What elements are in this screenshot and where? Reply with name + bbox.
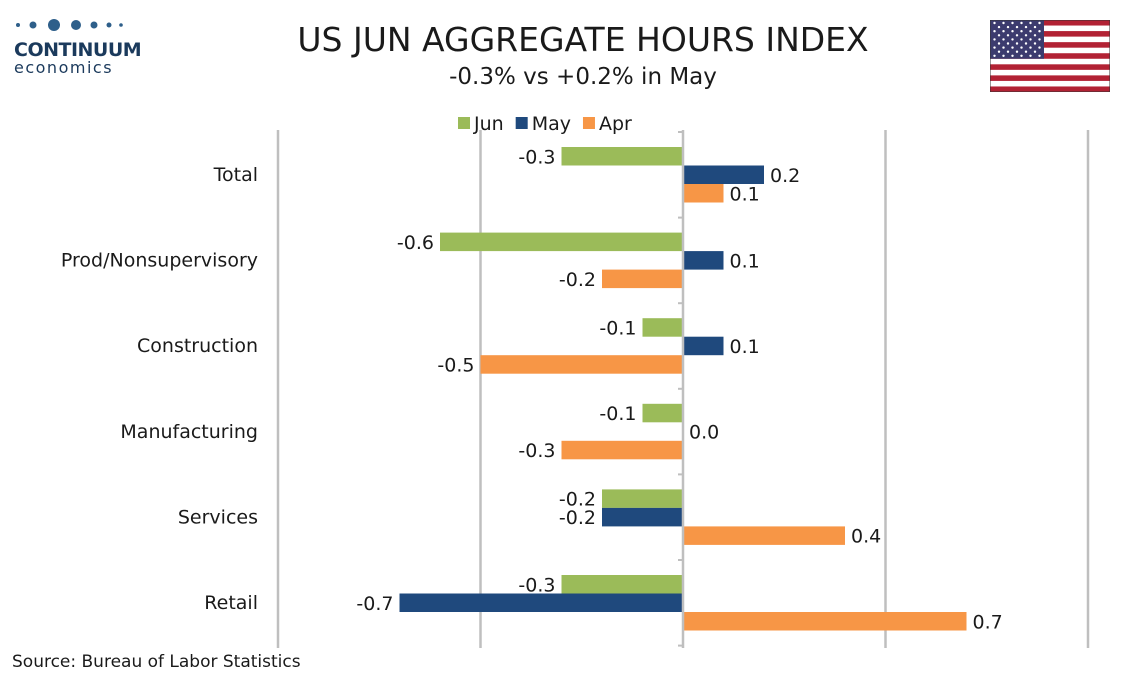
bar-apr — [561, 440, 683, 460]
bar-jun — [642, 403, 683, 423]
legend-label-jun: Jun — [473, 113, 504, 135]
data-label-apr: -0.3 — [518, 440, 555, 462]
us-flag-icon — [990, 20, 1110, 92]
data-label-may: 0.2 — [770, 165, 800, 187]
data-label-jun: -0.3 — [518, 146, 555, 168]
data-label-apr: -0.5 — [437, 354, 474, 376]
continuum-logo: CONTINUUM economics — [14, 14, 142, 77]
data-label-jun: -0.1 — [599, 403, 636, 425]
bar-jun — [602, 489, 683, 508]
legend-label-apr: Apr — [599, 113, 632, 135]
data-label-apr: -0.2 — [559, 269, 596, 291]
bar-apr — [602, 269, 683, 289]
bar-may — [399, 593, 683, 612]
data-label-may: 0.0 — [689, 422, 719, 444]
data-label-may: 0.1 — [730, 336, 760, 358]
bar-jun — [642, 318, 683, 337]
bar-jun — [561, 575, 683, 594]
bar-apr — [683, 184, 724, 203]
bar-chart: Jun May Apr Total -0.3 0.2 0.1 Prod/Nonsupervis… — [61, 113, 1090, 648]
data-label-apr: 0.4 — [851, 526, 881, 548]
legend-swatch-may — [515, 117, 528, 129]
data-label-apr: 0.1 — [730, 183, 760, 205]
data-label-apr: 0.7 — [973, 611, 1003, 633]
logo-dots-icon — [16, 19, 123, 31]
legend-swatch-jun — [458, 117, 470, 129]
bar-jun — [561, 147, 683, 166]
bar-may — [683, 165, 764, 184]
bar-apr — [683, 526, 845, 545]
page-title: US JUN AGGREGATE HOURS INDEX — [297, 20, 869, 59]
data-label-may: 0.1 — [730, 250, 760, 272]
bar-may — [602, 507, 683, 527]
legend-swatch-apr — [582, 117, 595, 129]
data-label-jun: -0.1 — [599, 317, 636, 339]
category-label: Retail — [204, 592, 258, 614]
data-label-may: -0.7 — [356, 593, 393, 615]
category-label: Manufacturing — [120, 421, 258, 443]
bar-apr — [480, 355, 683, 374]
category-label: Prod/Nonsupervisory — [61, 250, 258, 272]
bar-apr — [683, 612, 967, 631]
data-label-may: -0.2 — [559, 507, 596, 529]
category-label: Services — [178, 506, 258, 528]
logo-name: CONTINUUM — [14, 39, 142, 61]
data-label-jun: -0.3 — [518, 574, 555, 596]
legend-label-may: May — [532, 113, 571, 135]
category-label: Construction — [137, 335, 258, 357]
bar-jun — [440, 232, 683, 252]
data-label-jun: -0.6 — [397, 232, 434, 254]
page-subtitle: -0.3% vs +0.2% in May — [449, 64, 717, 90]
bar-may — [683, 336, 724, 356]
source-note: Source: Bureau of Labor Statistics — [12, 652, 301, 672]
data-label-jun: -0.2 — [559, 489, 596, 511]
logo-tagline: economics — [14, 58, 114, 77]
category-label: Total — [213, 164, 258, 186]
bar-may — [683, 251, 724, 270]
